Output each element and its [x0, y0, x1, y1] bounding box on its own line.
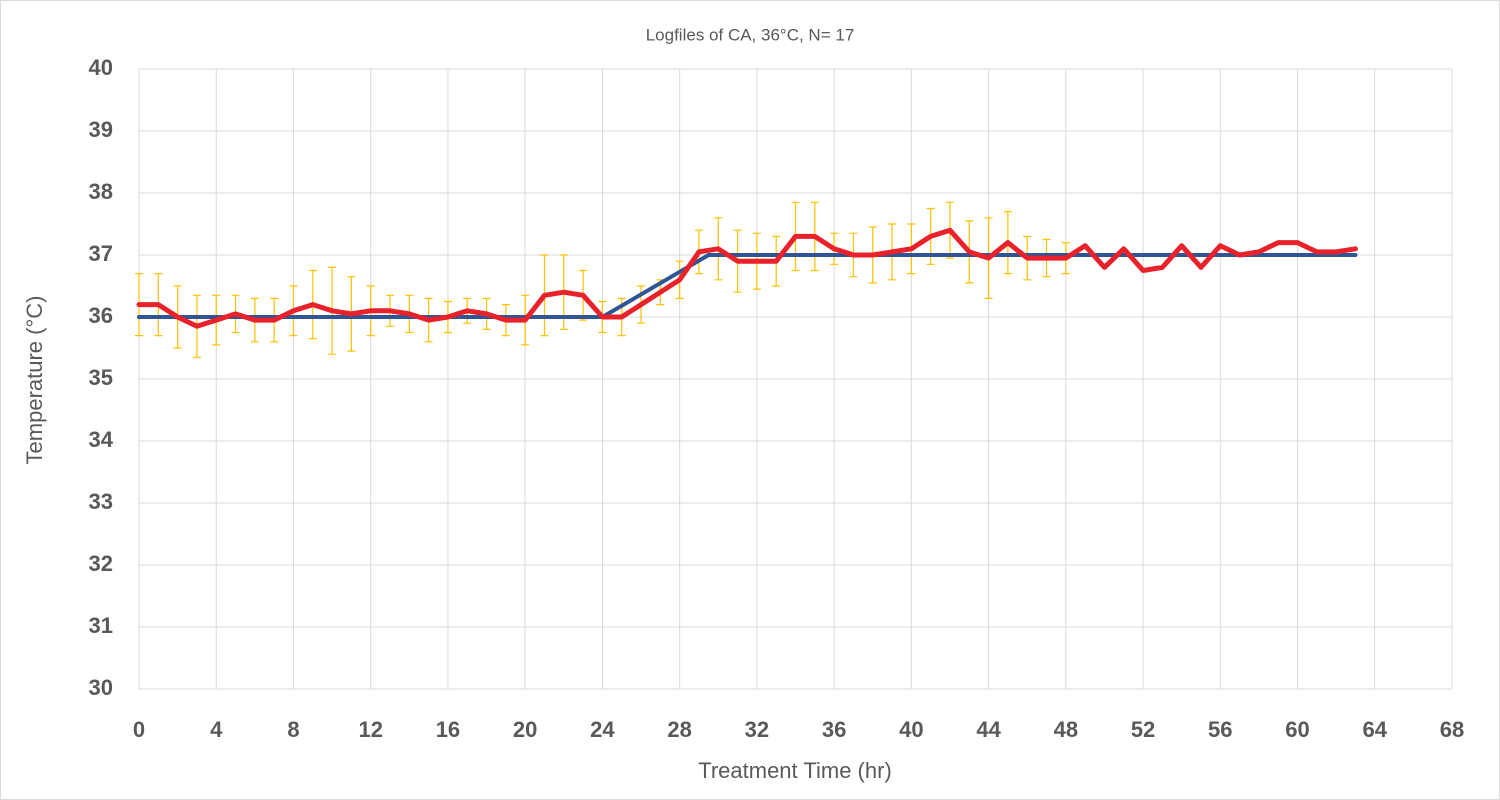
x-tick-label: 8 [287, 717, 299, 742]
x-tick-label: 32 [745, 717, 769, 742]
x-tick-label: 44 [976, 717, 1001, 742]
y-tick-label: 31 [89, 613, 113, 638]
y-tick-label: 40 [89, 55, 113, 80]
y-tick-label: 35 [89, 365, 113, 390]
y-tick-label: 39 [89, 117, 113, 142]
y-tick-label: 38 [89, 179, 113, 204]
x-tick-label: 20 [513, 717, 537, 742]
y-tick-label: 30 [89, 675, 113, 700]
x-axis-title: Treatment Time (hr) [698, 758, 892, 783]
x-tick-label: 56 [1208, 717, 1232, 742]
y-axis-title: Temperature (°C) [22, 296, 47, 465]
x-tick-label: 68 [1440, 717, 1464, 742]
x-tick-label: 64 [1363, 717, 1388, 742]
x-tick-label: 60 [1285, 717, 1309, 742]
x-tick-label: 24 [590, 717, 615, 742]
chart-title: Logfiles of CA, 36°C, N= 17 [646, 25, 855, 44]
x-tick-label: 12 [358, 717, 382, 742]
x-tick-label: 48 [1054, 717, 1078, 742]
data-line [136, 227, 1358, 329]
x-tick-label: 28 [667, 717, 691, 742]
data-line [137, 253, 1358, 319]
x-tick-label: 0 [133, 717, 145, 742]
x-tick-label: 4 [210, 717, 223, 742]
y-tick-label: 33 [89, 489, 113, 514]
y-tick-label: 37 [89, 241, 113, 266]
x-tick-label: 36 [822, 717, 846, 742]
y-tick-label: 34 [89, 427, 114, 452]
x-tick-label: 16 [436, 717, 460, 742]
x-tick-label: 40 [899, 717, 923, 742]
y-tick-label: 36 [89, 303, 113, 328]
y-tick-label: 32 [89, 551, 113, 576]
x-tick-label: 52 [1131, 717, 1155, 742]
